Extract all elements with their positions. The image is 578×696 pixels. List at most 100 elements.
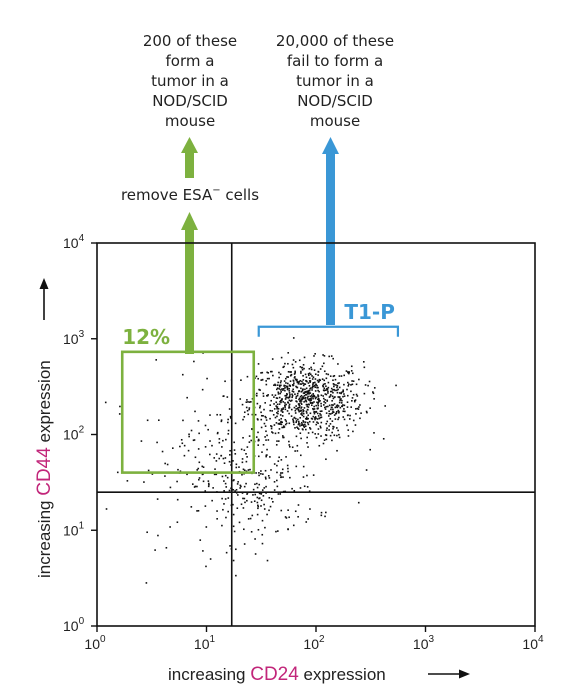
data-point — [292, 524, 295, 527]
data-point — [319, 368, 322, 370]
data-point — [281, 398, 283, 401]
data-point — [299, 454, 302, 457]
data-point — [294, 370, 296, 373]
data-point — [291, 487, 293, 490]
data-point — [301, 390, 304, 392]
data-point — [298, 405, 301, 407]
y-axis-label: increasing CD44 expression — [34, 360, 55, 578]
data-point — [298, 390, 300, 392]
data-point — [350, 390, 352, 393]
x-tick-label: 102 — [303, 634, 325, 652]
data-point — [337, 396, 340, 398]
data-point — [346, 388, 348, 391]
data-point — [229, 453, 231, 456]
data-point — [280, 356, 283, 359]
data-point — [207, 480, 210, 482]
data-point — [261, 542, 264, 545]
data-point — [233, 530, 236, 533]
data-point — [216, 431, 219, 434]
data-point — [299, 425, 301, 427]
y-axis-label-group: increasing CD44 expression — [34, 278, 55, 578]
data-point — [317, 403, 319, 405]
data-point — [320, 416, 323, 419]
data-point — [297, 423, 300, 426]
data-point — [235, 463, 238, 466]
data-point — [316, 401, 318, 404]
data-point — [196, 469, 199, 471]
data-point — [315, 396, 317, 399]
data-point — [309, 508, 311, 510]
data-point — [296, 378, 298, 381]
data-point — [336, 449, 338, 452]
data-point — [209, 558, 212, 560]
data-point — [289, 384, 291, 387]
data-point — [306, 390, 308, 393]
data-point — [314, 433, 317, 435]
data-point — [313, 395, 316, 397]
data-point — [272, 413, 275, 416]
data-point — [320, 402, 322, 405]
data-point — [325, 434, 328, 437]
data-point — [278, 385, 281, 388]
data-point — [307, 446, 309, 448]
data-point — [314, 353, 316, 355]
data-point — [208, 483, 210, 486]
data-point — [313, 369, 316, 371]
data-point — [243, 485, 246, 488]
data-point — [323, 439, 326, 441]
data-point — [271, 432, 274, 434]
data-point — [289, 400, 292, 402]
data-point — [278, 428, 281, 430]
data-point — [288, 387, 291, 390]
data-point — [302, 363, 305, 366]
data-point — [194, 410, 196, 413]
data-point — [147, 469, 150, 472]
data-point — [286, 392, 288, 395]
data-point — [297, 418, 299, 421]
data-point — [296, 444, 299, 447]
data-point — [146, 419, 149, 422]
data-point — [176, 521, 179, 524]
data-point — [340, 391, 343, 394]
data-point — [329, 417, 332, 420]
data-point — [291, 363, 294, 366]
data-point — [254, 483, 256, 486]
data-point — [317, 433, 320, 435]
data-point — [318, 380, 320, 383]
data-point — [309, 392, 312, 394]
data-point — [304, 383, 307, 385]
data-point — [307, 392, 309, 394]
data-point — [289, 371, 291, 373]
data-point — [342, 416, 345, 418]
y-tick-label: 102 — [63, 425, 85, 443]
data-point — [282, 407, 285, 409]
data-point — [358, 406, 360, 408]
data-point — [303, 367, 305, 370]
data-point — [295, 435, 298, 438]
data-point — [299, 379, 302, 382]
data-point — [316, 408, 319, 410]
data-point — [229, 545, 231, 547]
data-point — [265, 416, 267, 419]
data-point — [287, 528, 289, 530]
data-point — [276, 403, 279, 406]
data-point — [307, 518, 309, 520]
data-point — [320, 421, 323, 424]
data-point — [274, 384, 277, 387]
data-point — [241, 492, 244, 494]
data-point — [257, 438, 260, 441]
data-point — [224, 474, 227, 477]
data-point — [318, 400, 320, 403]
data-point — [303, 394, 306, 397]
data-point — [211, 444, 213, 447]
data-point — [382, 437, 385, 440]
data-point — [315, 383, 317, 386]
data-point — [241, 403, 244, 406]
data-point — [157, 534, 159, 537]
data-point — [309, 398, 311, 400]
data-point — [227, 433, 230, 435]
data-point — [338, 401, 341, 404]
data-point — [288, 412, 290, 415]
data-point — [254, 413, 257, 416]
data-point — [364, 384, 367, 386]
